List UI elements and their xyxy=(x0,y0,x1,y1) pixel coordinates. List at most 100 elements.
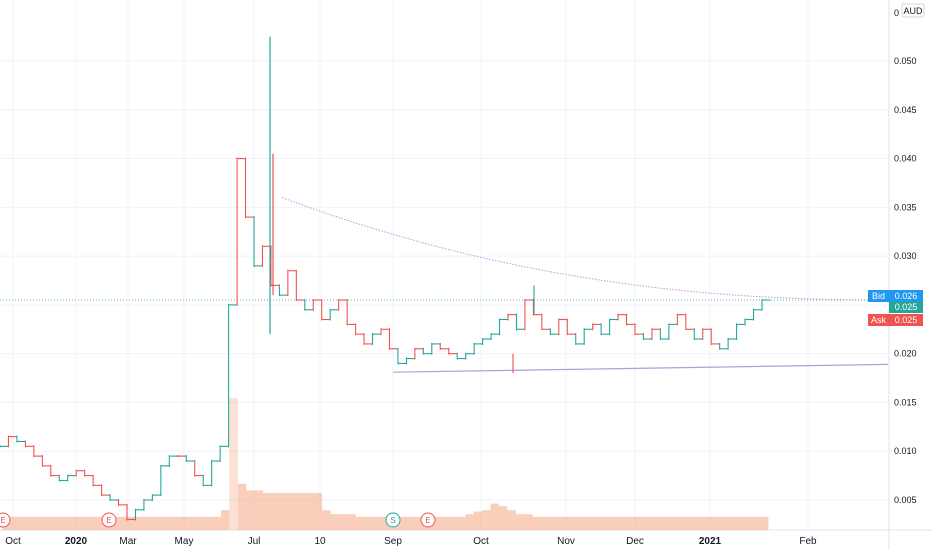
volume-bar xyxy=(717,516,727,530)
volume-bar xyxy=(557,516,567,530)
volume-bar xyxy=(675,516,685,530)
time-tick-label: Sep xyxy=(384,536,402,547)
volume-bar xyxy=(86,516,95,530)
price-tick-label: 0.035 xyxy=(894,202,917,212)
volume-bar xyxy=(220,510,230,530)
volume-bar xyxy=(229,398,238,530)
price-tick-label: 0.045 xyxy=(894,105,917,115)
volume-bar xyxy=(684,516,693,530)
time-tick-label: May xyxy=(175,536,194,547)
volume-bar xyxy=(456,516,466,530)
quote-label: Bid xyxy=(872,291,885,301)
volume-bar xyxy=(751,516,760,530)
price-tick-label: 0.005 xyxy=(894,495,917,505)
volume-bar xyxy=(279,493,289,530)
volume-bar xyxy=(145,516,154,530)
price-tick-label: 0.015 xyxy=(894,397,917,407)
event-marker[interactable] xyxy=(420,512,436,528)
volume-bar xyxy=(406,516,415,530)
volume-bar xyxy=(381,516,390,530)
volume-bar xyxy=(338,514,348,530)
event-marker-letter: E xyxy=(0,516,5,525)
quote-value-box xyxy=(889,290,923,302)
volume-bar xyxy=(322,510,331,530)
price-tick-label: 0.040 xyxy=(894,154,917,164)
volume-bar xyxy=(136,516,146,530)
quote-value: 0.025 xyxy=(895,302,918,312)
event-marker[interactable] xyxy=(385,512,401,528)
price-tick-label: 0.050 xyxy=(894,56,917,66)
currency-label: AUD xyxy=(903,6,923,16)
volume-bar xyxy=(330,514,339,530)
volume-bar xyxy=(507,510,516,530)
volume-bar xyxy=(616,516,626,530)
volume-bar xyxy=(625,516,634,530)
volume-bar xyxy=(237,483,247,530)
volume-bar xyxy=(296,493,306,530)
volume-bar xyxy=(667,516,676,530)
volume-bar xyxy=(347,514,356,530)
volume-bar xyxy=(372,516,381,530)
volume-bar xyxy=(69,516,78,530)
volume-bar xyxy=(726,516,735,530)
volume-bar xyxy=(128,516,137,530)
volume-bar xyxy=(254,490,264,530)
volume-bar xyxy=(566,516,575,530)
volume-bar xyxy=(465,514,474,530)
volume-bar xyxy=(760,516,769,530)
time-tick-label: 10 xyxy=(314,536,326,547)
volume-bar xyxy=(448,516,457,530)
volume-bar xyxy=(734,516,744,530)
volume-bar xyxy=(583,516,592,530)
resistance-trend-line[interactable] xyxy=(281,197,888,301)
time-tick-label: Mar xyxy=(119,536,137,547)
volume-bar xyxy=(18,516,28,530)
currency-badge[interactable] xyxy=(901,3,925,18)
volume-bar xyxy=(246,490,255,530)
quote-value: 0.025 xyxy=(895,315,918,325)
volume-bar xyxy=(35,516,45,530)
time-tick-label: Oct xyxy=(473,536,489,547)
event-marker-letter: E xyxy=(425,516,430,525)
volume-bar xyxy=(490,503,499,530)
volume-bar xyxy=(313,493,323,530)
time-tick-label: Oct xyxy=(5,536,21,547)
volume-bar xyxy=(524,514,533,530)
volume-bar xyxy=(599,516,609,530)
volume-bar xyxy=(60,516,70,530)
volume-bar xyxy=(549,516,558,530)
volume-bar xyxy=(10,516,19,530)
quote-label-box xyxy=(868,290,889,302)
time-tick-label: Dec xyxy=(626,536,644,547)
volume-bar xyxy=(52,516,61,530)
event-marker[interactable] xyxy=(0,512,11,528)
volume-bar xyxy=(541,516,550,530)
volume-bar xyxy=(77,516,87,530)
quote-value-box xyxy=(889,314,923,326)
volume-bar xyxy=(701,516,710,530)
volume-bar xyxy=(212,516,221,530)
support-trend-line[interactable] xyxy=(392,363,889,373)
quote-value-box xyxy=(889,301,923,313)
volume-bar xyxy=(204,516,213,530)
volume-bar xyxy=(44,516,53,530)
volume-bar xyxy=(94,516,104,530)
volume-bar xyxy=(608,516,617,530)
volume-bar xyxy=(288,493,297,530)
volume-bar xyxy=(473,511,483,530)
volume-bar xyxy=(633,516,643,530)
volume-bar xyxy=(532,516,542,530)
volume-bar xyxy=(650,516,659,530)
volume-bar xyxy=(397,516,407,530)
time-tick-label: Jul xyxy=(248,536,261,547)
volume-bar xyxy=(187,516,196,530)
volume-bar xyxy=(439,516,449,530)
time-tick-label: 2021 xyxy=(699,536,722,547)
volume-bar xyxy=(119,516,129,530)
event-marker[interactable] xyxy=(101,512,117,528)
volume-bar xyxy=(263,493,272,530)
volume-bar xyxy=(355,516,365,530)
quote-label: Ask xyxy=(871,315,887,325)
quote-value: 0.026 xyxy=(895,291,918,301)
